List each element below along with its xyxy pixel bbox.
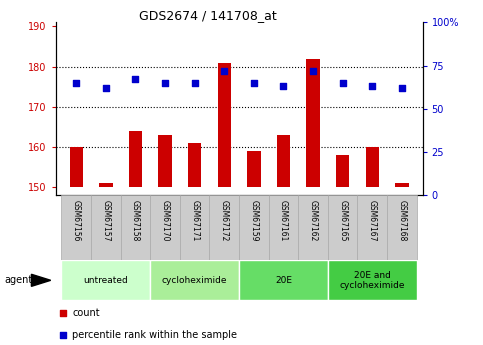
Point	[59, 332, 67, 338]
Bar	[328, 260, 417, 300]
Polygon shape	[31, 274, 51, 286]
Point	[280, 83, 287, 89]
Text: cycloheximide: cycloheximide	[162, 276, 227, 285]
Bar	[121, 195, 150, 260]
Text: percentile rank within the sample: percentile rank within the sample	[72, 330, 237, 340]
Bar	[298, 195, 328, 260]
Text: GSM67167: GSM67167	[368, 200, 377, 242]
Point	[72, 80, 80, 86]
Text: GDS2674 / 141708_at: GDS2674 / 141708_at	[139, 9, 277, 22]
Text: GSM67165: GSM67165	[338, 200, 347, 242]
Text: GSM67172: GSM67172	[220, 200, 229, 242]
Bar	[387, 195, 417, 260]
Bar	[99, 183, 113, 187]
Bar	[210, 195, 239, 260]
Text: GSM67157: GSM67157	[101, 200, 111, 242]
Bar	[239, 195, 269, 260]
Bar	[366, 147, 379, 187]
Bar	[61, 195, 91, 260]
Bar	[269, 195, 298, 260]
Point	[250, 80, 258, 86]
Bar	[395, 183, 409, 187]
Bar	[306, 59, 320, 187]
Point	[59, 310, 67, 315]
Bar	[218, 62, 231, 187]
Point	[339, 80, 347, 86]
Bar	[91, 195, 121, 260]
Bar	[158, 135, 172, 187]
Point	[161, 80, 169, 86]
Text: count: count	[72, 308, 99, 318]
Point	[102, 85, 110, 91]
Text: GSM67156: GSM67156	[72, 200, 81, 242]
Bar	[129, 131, 142, 187]
Bar	[277, 135, 290, 187]
Bar	[61, 260, 150, 300]
Text: agent: agent	[5, 275, 33, 285]
Text: GSM67162: GSM67162	[309, 200, 318, 242]
Text: GSM67159: GSM67159	[249, 200, 258, 242]
Bar	[336, 155, 349, 187]
Bar	[357, 195, 387, 260]
Text: GSM67171: GSM67171	[190, 200, 199, 242]
Text: 20E and
cycloheximide: 20E and cycloheximide	[340, 270, 405, 290]
Bar	[150, 260, 239, 300]
Bar	[70, 147, 83, 187]
Bar	[247, 151, 260, 187]
Point	[191, 80, 199, 86]
Text: untreated: untreated	[84, 276, 128, 285]
Text: GSM67168: GSM67168	[398, 200, 406, 242]
Text: GSM67170: GSM67170	[160, 200, 170, 242]
Text: 20E: 20E	[275, 276, 292, 285]
Text: GSM67158: GSM67158	[131, 200, 140, 242]
Bar	[188, 143, 201, 187]
Point	[369, 83, 376, 89]
Text: GSM67161: GSM67161	[279, 200, 288, 242]
Point	[398, 85, 406, 91]
Point	[309, 68, 317, 73]
Bar	[180, 195, 210, 260]
Point	[131, 77, 139, 82]
Bar	[150, 195, 180, 260]
Bar	[328, 195, 357, 260]
Point	[220, 68, 228, 73]
Bar	[239, 260, 328, 300]
